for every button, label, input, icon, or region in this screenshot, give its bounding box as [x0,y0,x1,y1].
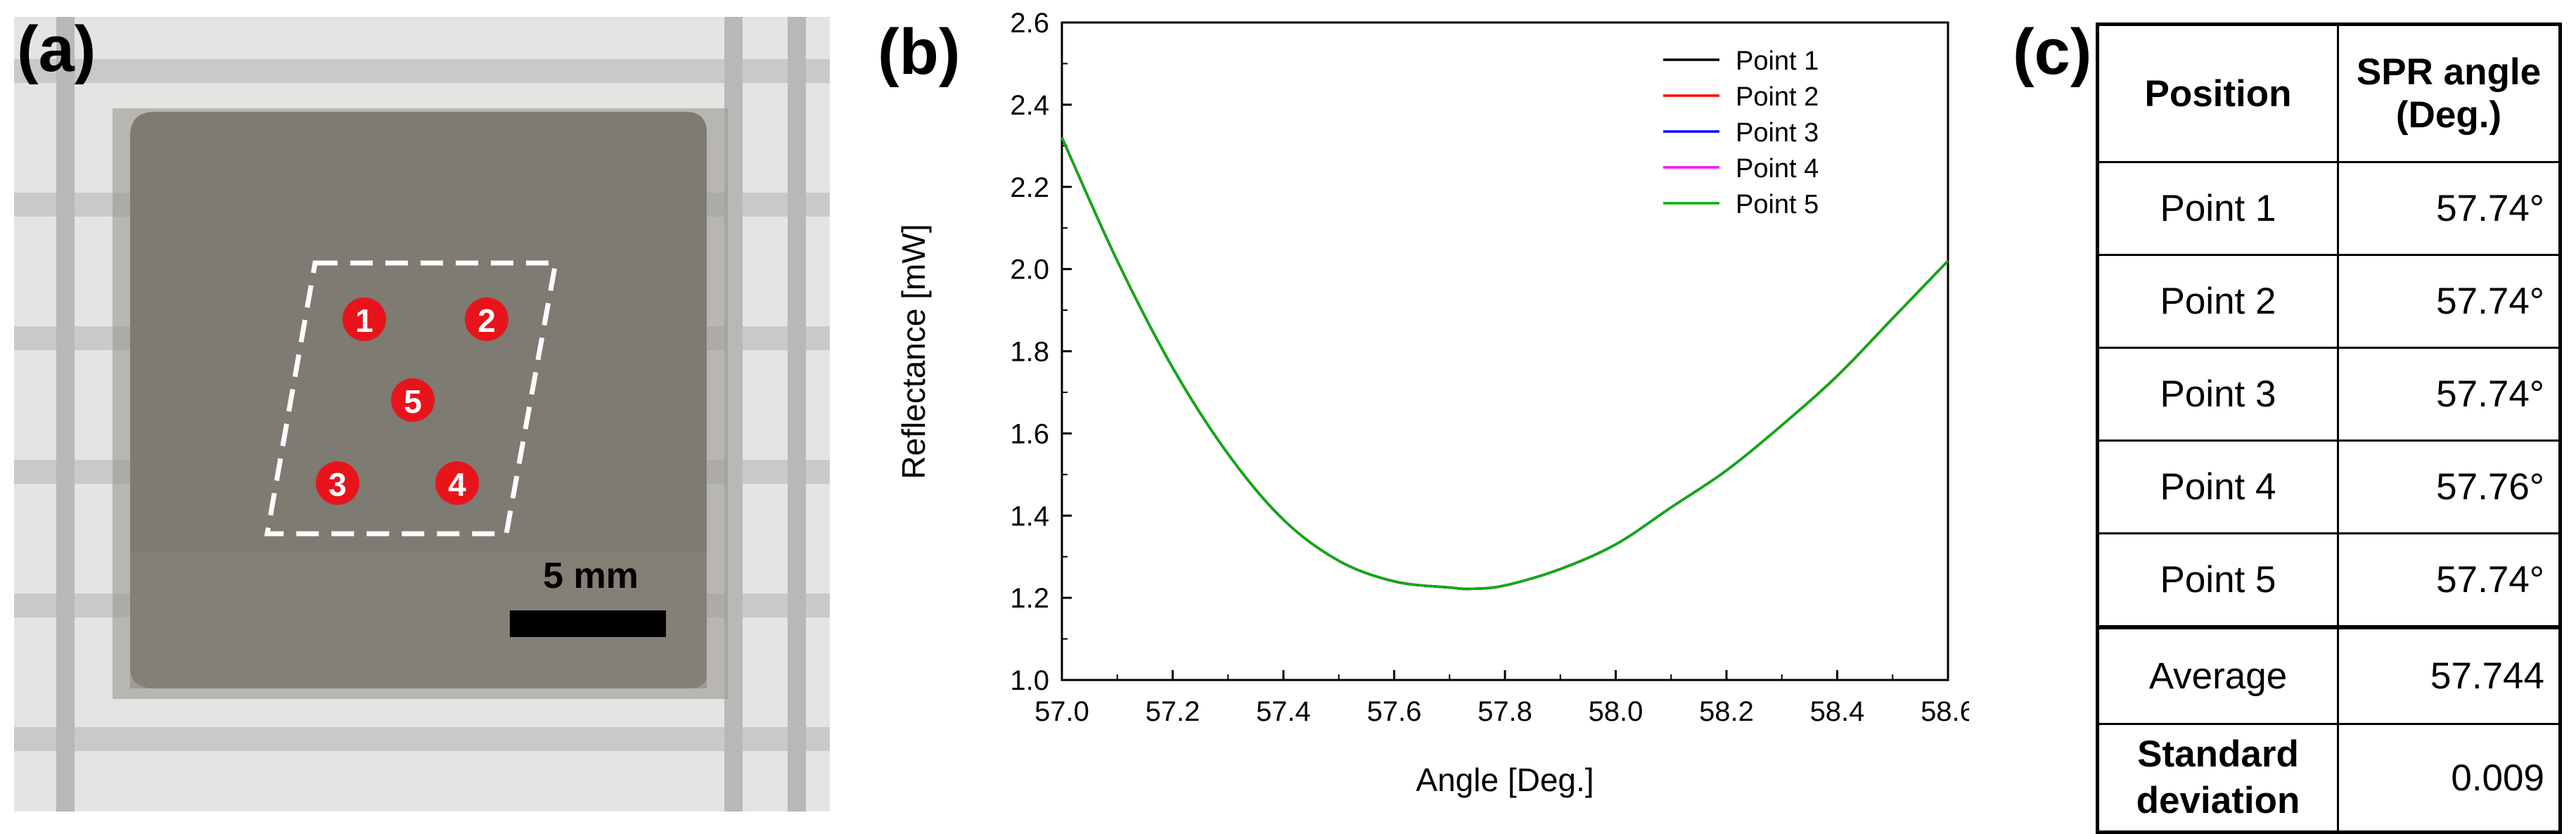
header-position: Position [2096,23,2339,163]
table-row: Point 2 57.74° [2096,254,2561,349]
series-line [1060,136,1949,591]
x-axis-label: Angle [Deg.] [1416,762,1594,798]
legend-label: Point 3 [1736,118,1819,148]
y-tick-label: 1.2 [1010,583,1049,614]
average-label: Average [2096,625,2339,725]
table-row: Point 4 57.76° [2096,440,2561,534]
svg-text:4: 4 [448,466,466,503]
sample-photo: 1 2 3 4 5 5 mm [14,17,830,811]
row-angle: 57.74° [2337,347,2561,442]
header-spr-angle: SPR angle (Deg.) [2337,23,2561,163]
table-row: Point 3 57.74° [2096,347,2561,442]
row-position: Point 3 [2096,347,2339,442]
row-angle: 57.74° [2337,532,2561,629]
row-angle: 57.76° [2337,440,2561,534]
x-tick-label: 58.2 [1699,696,1754,727]
x-tick-label: 58.4 [1810,696,1865,727]
y-tick-label: 1.0 [1010,665,1049,696]
average-value: 57.744 [2337,625,2561,725]
x-tick-label: 58.0 [1589,696,1643,727]
photo-panel: 1 2 3 4 5 5 mm (a) [14,17,830,811]
table-row: Point 1 57.74° [2096,161,2561,256]
panel-label-c: (c) [2013,16,2092,88]
x-tick-label: 57.8 [1478,696,1532,727]
y-tick-label: 1.8 [1010,337,1049,368]
point-marker: 4 [435,461,479,505]
scale-bar [510,610,666,637]
x-tick-label: 57.2 [1146,696,1200,727]
legend-label: Point 5 [1736,190,1819,219]
panel-label-a: (a) [17,13,96,85]
reflectance-chart: 57.0 57.2 57.4 57.6 57.8 58.0 58.2 58.4 58.6 1.0… [895,8,1975,798]
svg-text:3: 3 [328,466,347,503]
row-position: Point 4 [2096,440,2339,534]
y-tick-label: 2.4 [1010,90,1049,121]
scale-bar-label: 5 mm [543,556,639,596]
y-tick-label: 2.2 [1010,172,1049,203]
svg-text:2: 2 [478,302,496,339]
measurement-region [264,260,559,537]
std-value: 0.009 [2337,723,2561,833]
row-position: Point 5 [2096,532,2339,629]
row-angle: 57.74° [2337,254,2561,349]
std-row: Standard deviation 0.009 [2096,723,2561,833]
point-marker: 3 [316,461,359,505]
table-row: Point 5 57.74° [2096,532,2561,629]
svg-text:1: 1 [355,302,373,339]
svg-text:5: 5 [404,383,422,420]
y-tick-label: 2.6 [1010,8,1049,39]
table-panel: (c) Position SPR angle (Deg.) Point 1 57… [2004,0,2576,834]
y-tick-label: 1.6 [1010,418,1049,449]
chart-panel: (b) 57.0 57.2 57.4 57.6 57.8 58.0 58.2 58.4 58.6… [872,0,1975,826]
point-marker: 5 [391,378,435,422]
legend-label: Point 4 [1736,154,1819,184]
legend-label: Point 1 [1736,46,1819,76]
x-tick-label: 57.6 [1367,696,1422,727]
y-axis-label: Reflectance [mW] [895,224,932,480]
average-row: Average 57.744 [2096,625,2561,725]
panel-label-b: (b) [878,16,961,88]
table-header-row: Position SPR angle (Deg.) [2096,23,2561,163]
row-position: Point 2 [2096,254,2339,349]
legend-label: Point 2 [1736,82,1819,112]
spr-angle-table: Position SPR angle (Deg.) Point 1 57.74°… [2096,23,2562,834]
y-tick-label: 1.4 [1010,501,1049,532]
std-label: Standard deviation [2096,723,2339,833]
x-tick-label: 57.0 [1034,696,1089,727]
row-position: Point 1 [2096,161,2339,256]
y-tick-label: 2.0 [1010,255,1049,286]
x-tick-label: 58.6 [1921,696,1969,727]
point-marker: 1 [342,297,386,341]
point-marker: 2 [465,297,508,341]
row-angle: 57.74° [2337,161,2561,256]
x-tick-label: 57.4 [1256,696,1311,727]
